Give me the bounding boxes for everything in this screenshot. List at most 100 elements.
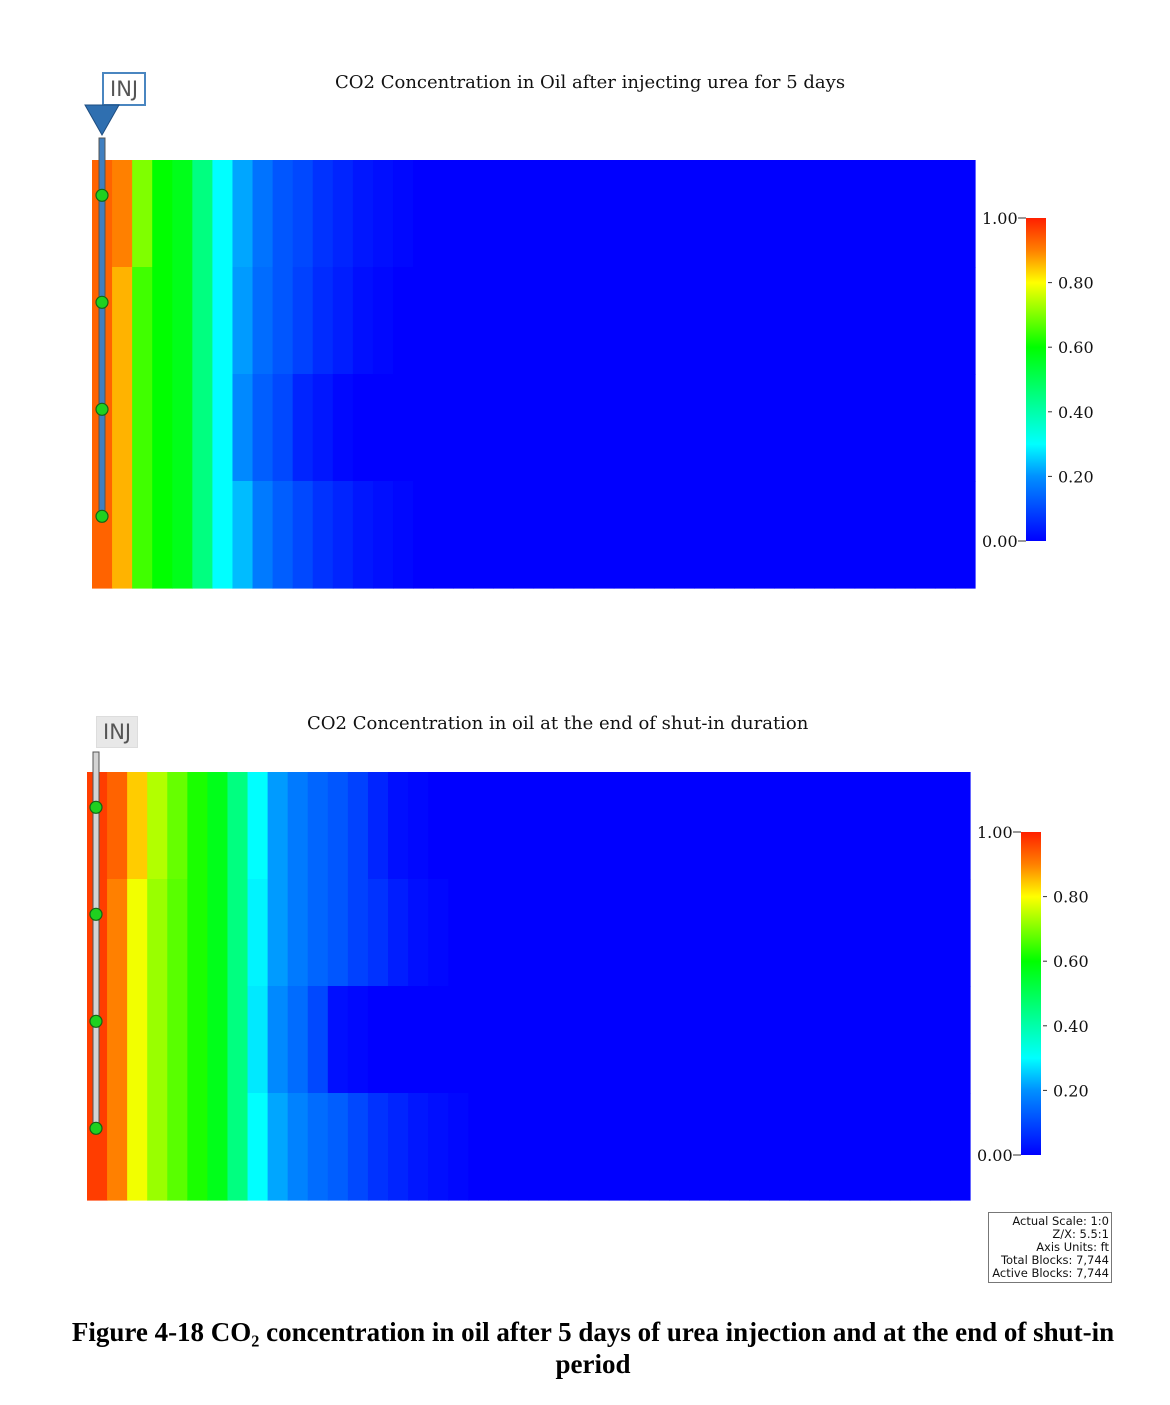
- grid-cell: [307, 879, 329, 987]
- grid-cell: [889, 879, 911, 987]
- grid-cell: [608, 1093, 630, 1201]
- grid-cell: [307, 986, 329, 1094]
- grid-cell: [287, 1093, 309, 1201]
- grid-cell: [694, 374, 715, 482]
- grid-cell: [508, 986, 530, 1094]
- grid-cell: [613, 481, 635, 589]
- grid-cell: [433, 160, 454, 268]
- grid-cell: [367, 772, 389, 880]
- grid-cell: [613, 374, 635, 482]
- grid-cell: [332, 267, 354, 375]
- grid-cell: [352, 267, 374, 375]
- grid-cell: [167, 879, 188, 987]
- grid-cell: [869, 1093, 891, 1201]
- grid-cell: [914, 267, 936, 375]
- grid-cell: [769, 772, 790, 880]
- grid-cell: [408, 879, 429, 987]
- grid-cell: [533, 481, 555, 589]
- grid-cell: [573, 160, 595, 268]
- colorbar-tick-label: 0.40: [1058, 403, 1094, 422]
- grid-cell: [729, 1093, 750, 1201]
- grid-cell: [754, 481, 775, 589]
- grid-cell: [573, 267, 595, 375]
- grid-cell: [794, 267, 816, 375]
- grid-cell: [689, 1093, 710, 1201]
- grid-cell: [648, 986, 670, 1094]
- grid-cell: [212, 481, 234, 589]
- colorbar-tick-label: 1.00: [982, 209, 1018, 228]
- grid-cell: [608, 772, 630, 880]
- grid-cell: [774, 160, 795, 268]
- grid-cell: [794, 481, 816, 589]
- grid-cell: [488, 986, 510, 1094]
- grid-cell: [809, 1093, 831, 1201]
- grid-cell: [814, 374, 836, 482]
- grid-cell: [312, 160, 334, 268]
- grid-cell: [207, 1093, 229, 1201]
- grid-cell: [408, 986, 429, 1094]
- grid-cell: [413, 160, 434, 268]
- grid-cell: [468, 1093, 489, 1201]
- grid-cell: [934, 160, 956, 268]
- grid-cell: [769, 986, 790, 1094]
- grid-cell: [453, 374, 474, 482]
- grid-cell: [834, 267, 856, 375]
- grid-cell: [172, 267, 193, 375]
- grid-cell: [749, 1093, 770, 1201]
- colorbar-tick-label: 0.80: [1053, 888, 1089, 907]
- grid-cell: [533, 374, 555, 482]
- grid-cell: [548, 772, 570, 880]
- injector-arrow-icon: [84, 104, 120, 137]
- grid-cell: [212, 374, 234, 482]
- grid-cell: [393, 374, 414, 482]
- grid-cell: [107, 879, 128, 987]
- grid-cell: [568, 986, 590, 1094]
- grid-cell: [352, 374, 374, 482]
- grid-cell: [513, 160, 535, 268]
- grid-cell: [894, 267, 916, 375]
- grid-cell: [829, 1093, 851, 1201]
- grid-cell: [433, 374, 454, 482]
- grid-cell: [187, 879, 209, 987]
- grid-cell: [734, 267, 755, 375]
- grid-cell: [709, 1093, 730, 1201]
- grid-cell: [488, 879, 510, 987]
- grid-cell: [834, 481, 856, 589]
- grid-cell: [408, 772, 429, 880]
- grid-cell: [132, 267, 153, 375]
- grid-cell: [413, 267, 434, 375]
- grid-cell: [834, 160, 856, 268]
- grid-cell: [874, 267, 896, 375]
- grid-cell: [372, 267, 394, 375]
- grid-cell: [388, 879, 409, 987]
- grid-cell: [914, 374, 936, 482]
- grid-cell: [327, 879, 349, 987]
- grid-cell: [493, 160, 515, 268]
- panel1-heatmap: 1.00 0.80 0.60 0.40 0.20 0.00: [84, 104, 1094, 589]
- grid-cell: [352, 481, 374, 589]
- grid-cell: [367, 986, 389, 1094]
- grid-cell: [433, 267, 454, 375]
- grid-cell: [633, 374, 655, 482]
- grid-cell: [327, 772, 349, 880]
- grid-cell: [232, 267, 254, 375]
- grid-cell: [513, 374, 535, 482]
- grid-cell: [428, 1093, 449, 1201]
- grid-cell: [869, 986, 891, 1094]
- grid-cell: [172, 481, 193, 589]
- grid-cell: [132, 481, 153, 589]
- perforation-marker: [95, 402, 109, 416]
- grid-cell: [468, 986, 489, 1094]
- grid-cell: [633, 267, 655, 375]
- grid-cell: [172, 374, 193, 482]
- caption-line-1: Figure 4-18 CO₂ concentration in oil aft…: [71, 1317, 1115, 1347]
- grid-cell: [347, 879, 369, 987]
- grid-cell: [312, 267, 334, 375]
- grid-cell: [869, 772, 891, 880]
- grid-cell: [729, 772, 750, 880]
- grid-cell: [653, 481, 675, 589]
- grid-cell: [714, 267, 735, 375]
- grid-cell: [849, 772, 871, 880]
- grid-cell: [949, 772, 971, 880]
- grid-cell: [588, 772, 610, 880]
